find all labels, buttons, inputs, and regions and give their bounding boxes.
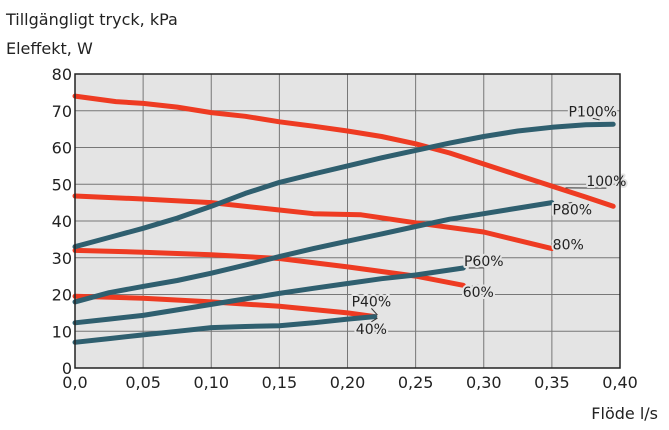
annotation-leader — [554, 237, 569, 247]
series-line-p80pct — [72, 200, 555, 305]
annotation-label: P100% — [569, 104, 617, 120]
y-tick-label: 0 — [62, 359, 72, 378]
y-tick-label: 30 — [52, 249, 72, 268]
annotation-leader — [467, 284, 479, 288]
y-tick-labels: 0 10 20 30 40 50 60 70 80 — [52, 65, 72, 378]
x-tick-label: 0,05 — [125, 373, 161, 392]
series-lines — [72, 93, 616, 345]
x-tick-label: 0,25 — [398, 373, 434, 392]
series-line-80pct — [72, 193, 555, 252]
x-tick-label: 0,35 — [534, 373, 570, 392]
annotation-label: 100% — [586, 174, 626, 190]
y-tick-label: 70 — [52, 102, 72, 121]
y-axis-title-line-2: Eleffekt, W — [6, 39, 93, 58]
series-line-p60pct — [72, 265, 466, 326]
annotation-label: P60% — [464, 254, 504, 270]
annotation-label: P40% — [352, 294, 392, 310]
series-line-40pct — [72, 293, 378, 320]
annotation-leader — [370, 307, 378, 316]
annotation-labels: P100% 100% P80% 80% P60% 60% P40% 40% — [350, 102, 629, 340]
annotation-leader — [554, 201, 573, 207]
y-tick-label: 80 — [52, 65, 72, 84]
plot-frame — [74, 73, 621, 369]
x-tick-label: 0,40 — [602, 373, 638, 392]
x-tick-label: 0,10 — [193, 373, 229, 392]
x-tick-label: 0,20 — [330, 373, 366, 392]
series-line-p100pct — [72, 121, 616, 250]
annotation-label: P80% — [553, 202, 593, 218]
series-line-p40pct — [72, 314, 378, 345]
annotation-leaders — [370, 117, 607, 323]
x-tick-label: 0,15 — [262, 373, 298, 392]
series-line-100pct — [72, 93, 616, 209]
x-tick-label: 0,0 — [62, 373, 87, 392]
y-axis-title-line-1: Tillgängligt tryck, kPa — [5, 10, 178, 29]
annotation-label: 80% — [553, 238, 584, 254]
y-tick-label: 10 — [52, 322, 72, 341]
y-tick-label: 50 — [52, 175, 72, 194]
y-tick-label: 20 — [52, 286, 72, 305]
x-tick-label: 0,30 — [466, 373, 502, 392]
annotation-leader — [371, 317, 378, 323]
x-tick-labels: 0,0 0,05 0,10 0,15 0,20 0,25 0,30 0,35 0,40 — [62, 373, 638, 392]
x-axis-title: Flöde l/s — [591, 404, 658, 423]
y-tick-label: 40 — [52, 212, 72, 231]
annotation-label: 60% — [463, 285, 494, 301]
y-tick-label: 60 — [52, 139, 72, 158]
annotation-label: 40% — [356, 322, 387, 338]
annotation-leader — [592, 117, 600, 121]
